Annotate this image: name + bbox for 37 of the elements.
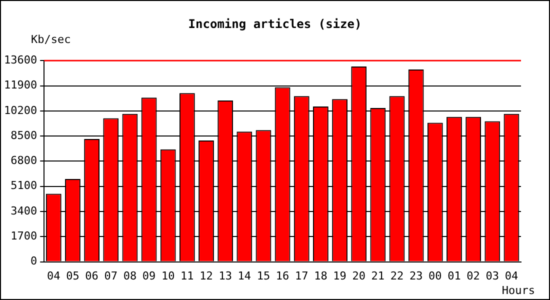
x-tick-label: 12 bbox=[200, 269, 213, 282]
y-tick-label: 10200 bbox=[4, 104, 38, 117]
y-tick-label: 6800 bbox=[10, 154, 38, 168]
chart-title: Incoming articles (size) bbox=[187, 17, 363, 31]
x-tick-label: 20 bbox=[352, 269, 366, 282]
x-tick-label: 10 bbox=[161, 269, 175, 282]
x-tick-label: 13 bbox=[218, 269, 232, 282]
x-tick-label: 19 bbox=[333, 269, 346, 282]
x-tick-label: 18 bbox=[314, 269, 328, 282]
x-tick-label: 02 bbox=[466, 269, 480, 282]
x-tick-label: 00 bbox=[428, 269, 442, 282]
y-tick-label: 3400 bbox=[10, 204, 38, 218]
y-tick-label: 1700 bbox=[10, 230, 38, 243]
x-tick-label: 22 bbox=[390, 269, 404, 282]
x-tick-label: 11 bbox=[180, 269, 194, 282]
x-tick-label: 07 bbox=[104, 269, 118, 282]
x-tick-label: 08 bbox=[123, 269, 137, 282]
y-tick-label: 11900 bbox=[4, 78, 38, 92]
y-tick-label: 8500 bbox=[10, 128, 38, 142]
x-tick-label: 16 bbox=[276, 269, 290, 282]
x-tick-label: 06 bbox=[85, 269, 98, 282]
x-tick-label: 17 bbox=[295, 269, 308, 282]
y-tick-label: 5100 bbox=[10, 179, 38, 192]
x-tick-label: 04 bbox=[47, 269, 61, 282]
x-tick-label: 09 bbox=[142, 269, 156, 282]
x-axis-title: Hours bbox=[502, 284, 535, 297]
x-tick-label: 23 bbox=[409, 269, 423, 282]
y-tick-label: 0 bbox=[30, 254, 38, 268]
x-tick-label: 01 bbox=[448, 269, 461, 282]
x-tick-label: 04 bbox=[504, 269, 518, 282]
x-tick-label: 15 bbox=[256, 269, 270, 282]
x-tick-label: 21 bbox=[371, 269, 385, 282]
y-tick-label: 13600 bbox=[4, 53, 38, 66]
x-tick-label: 03 bbox=[486, 269, 500, 282]
y-axis-title: Kb/sec bbox=[31, 33, 71, 46]
x-tick-label: 05 bbox=[66, 269, 80, 282]
x-tick-label: 14 bbox=[238, 269, 252, 282]
